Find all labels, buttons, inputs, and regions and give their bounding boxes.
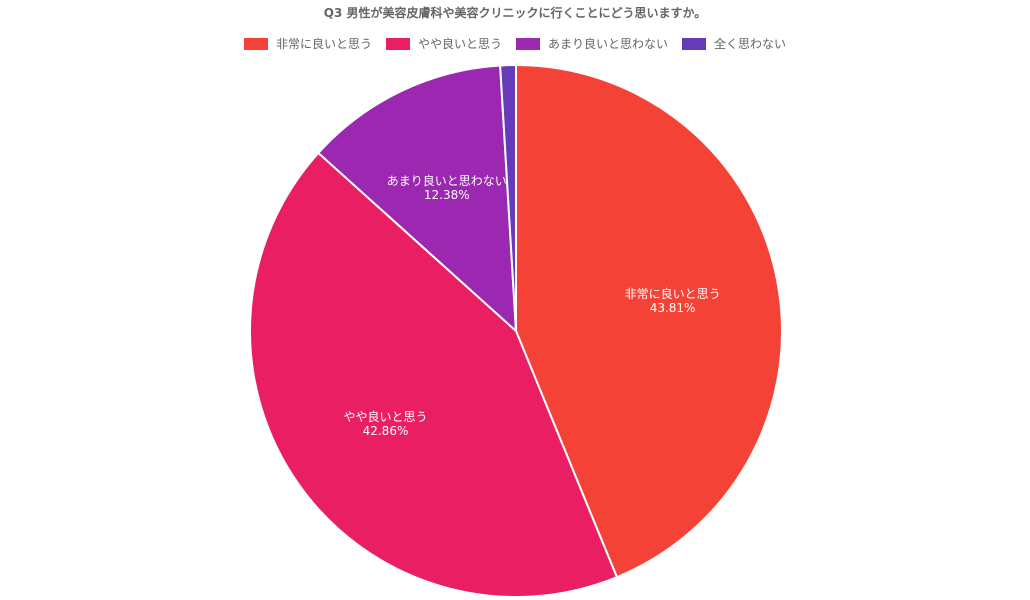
slice-label-category: やや良いと思う — [343, 409, 427, 424]
slice-label-value: 43.81% — [650, 301, 696, 315]
legend-label: やや良いと思う — [417, 37, 502, 51]
chart-legend: 非常に良いと思う やや良いと思う あまり良いと思わない 全く思わない — [0, 35, 1030, 52]
legend-swatch — [682, 37, 707, 50]
legend-label: あまり良いと思わない — [548, 37, 669, 51]
slice-label-category: あまり良いと思わない — [387, 173, 507, 188]
legend-item-not-very-good[interactable]: あまり良いと思わない — [516, 35, 668, 52]
slice-label-value: 12.38% — [424, 188, 470, 202]
legend-label: 非常に良いと思う — [275, 37, 372, 51]
legend-swatch — [516, 37, 540, 50]
chart-title: Q3 男性が美容皮膚科や美容クリニックに行くことにどう思いますか。 — [323, 6, 707, 20]
legend-label: 全く思わない — [714, 37, 787, 51]
legend-swatch — [243, 37, 268, 50]
pie-slice-very-good[interactable] — [515, 63, 783, 579]
pie-slice-not-at-all[interactable] — [499, 63, 517, 332]
pie-slice-not-very-good[interactable] — [316, 64, 518, 334]
legend-item-somewhat-good[interactable]: やや良いと思う — [385, 35, 502, 52]
legend-item-not-at-all[interactable]: 全く思わない — [682, 35, 786, 52]
legend-item-very-good[interactable]: 非常に良いと思う — [243, 35, 372, 52]
slice-label-value: 42.86% — [363, 424, 409, 438]
legend-swatch — [385, 37, 410, 50]
slice-label-category: 非常に良いと思う — [625, 286, 721, 301]
pie-slices — [249, 63, 783, 598]
pie-slice-somewhat-good[interactable] — [249, 151, 619, 598]
